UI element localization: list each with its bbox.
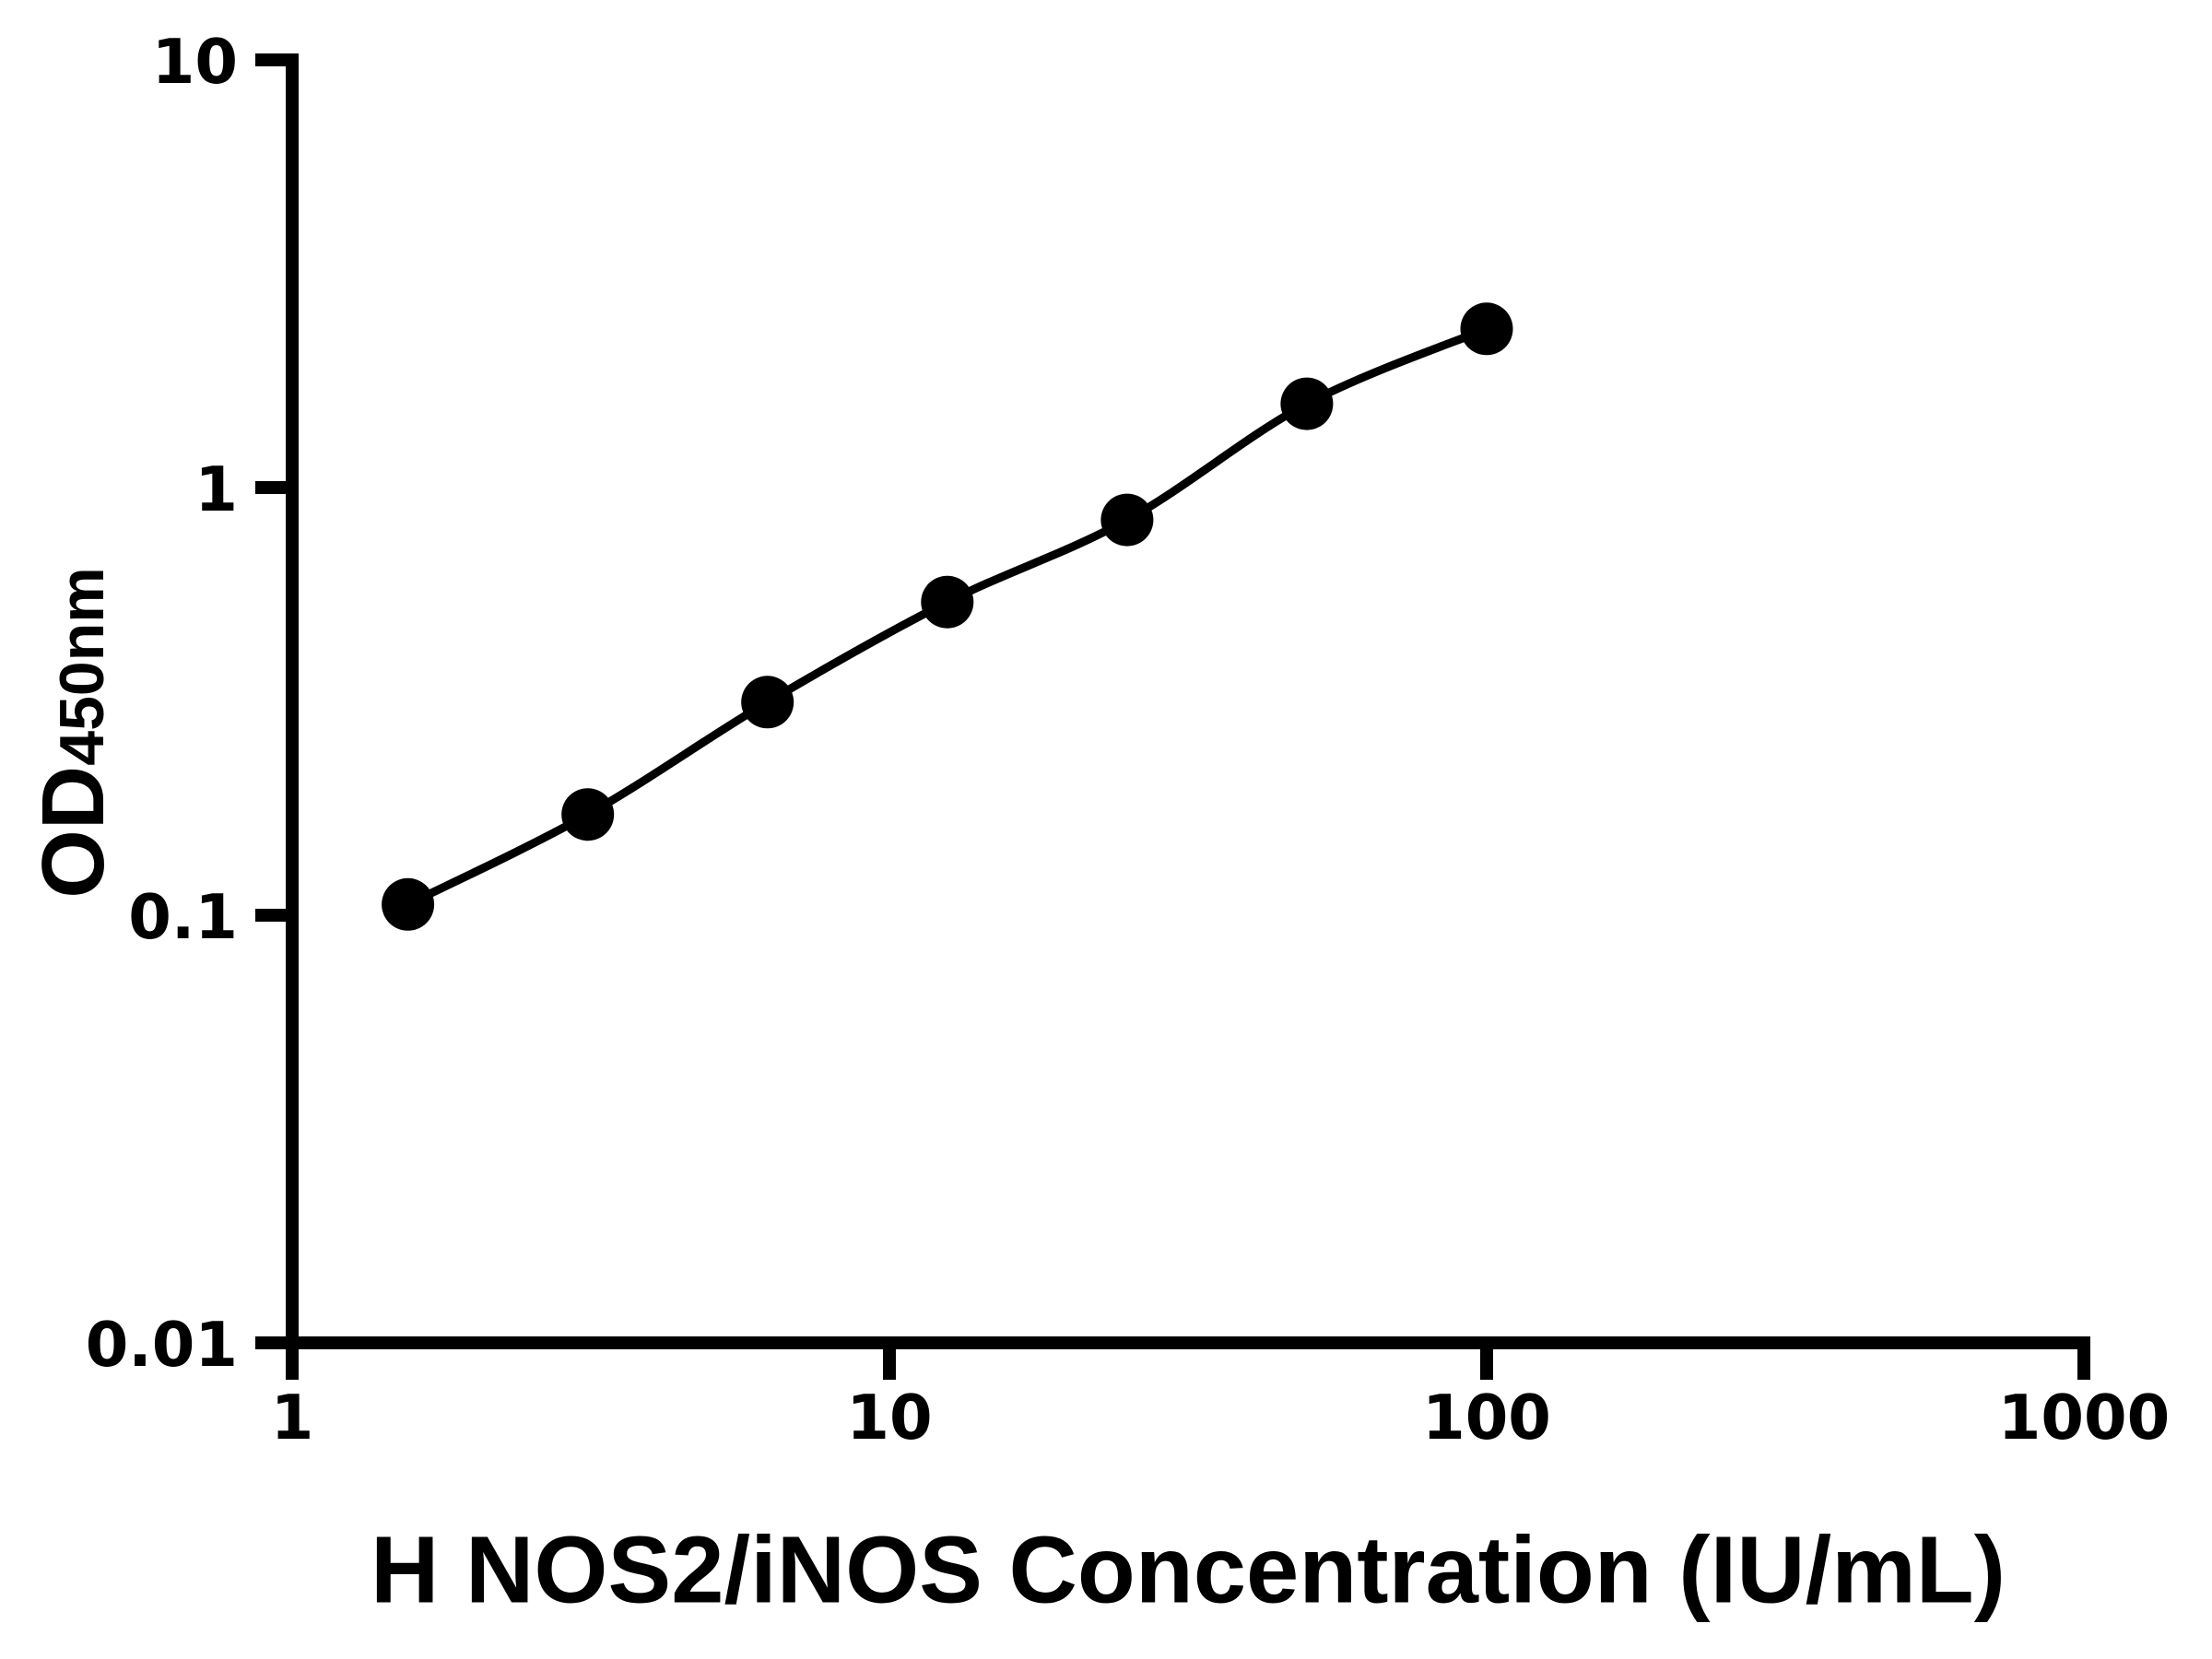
data-point <box>1100 493 1154 547</box>
y-axis-title-main: OD <box>24 765 123 899</box>
x-tick-label: 100 <box>1422 1382 1551 1453</box>
data-point <box>561 788 615 841</box>
data-point <box>1460 302 1513 356</box>
x-tick-label: 1 <box>270 1382 314 1453</box>
y-tick-label: 0.1 <box>128 881 238 954</box>
x-axis-title: H NOS2/iNOS Concentration (IU/mL) <box>371 1516 2006 1623</box>
data-point <box>921 575 974 629</box>
y-tick-label: 10 <box>151 26 238 99</box>
data-point <box>741 676 794 729</box>
y-tick-label: 1 <box>194 453 238 526</box>
y-axis-title: OD450nm <box>24 567 123 898</box>
x-tick-label: 10 <box>846 1382 933 1453</box>
data-point <box>382 877 435 931</box>
x-tick-label: 1000 <box>1997 1382 2171 1453</box>
data-point <box>1280 377 1334 430</box>
y-tick-label: 0.01 <box>85 1309 238 1382</box>
y-axis-title-subscript: 450nm <box>47 567 117 766</box>
